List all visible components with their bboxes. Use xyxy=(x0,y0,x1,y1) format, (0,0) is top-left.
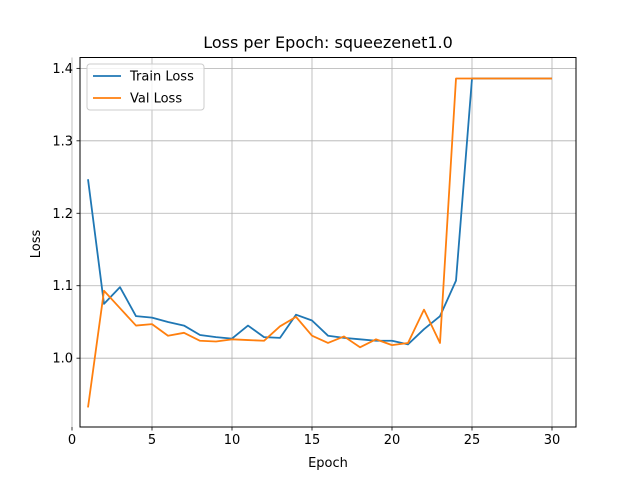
legend: Train Loss Val Loss xyxy=(86,63,205,111)
x-axis-label: Epoch xyxy=(308,456,348,471)
series-line-val-loss xyxy=(87,77,552,408)
legend-label: Train Loss xyxy=(129,70,194,85)
tick-layer: 0 5 10 15 20 25 30 1.0 1.1 1.2 1.3 1.4 xyxy=(52,62,560,448)
y-tick-label: 1.1 xyxy=(52,279,73,294)
x-tick-label: 25 xyxy=(464,433,481,448)
x-tick-label: 15 xyxy=(304,433,321,448)
x-tick-label: 10 xyxy=(224,433,241,448)
y-tick-label: 1.0 xyxy=(52,352,73,367)
y-tick-label: 1.4 xyxy=(52,62,73,77)
y-axis-label: Loss xyxy=(29,230,44,259)
x-tick-label: 30 xyxy=(544,433,561,448)
legend-label: Val Loss xyxy=(130,92,182,107)
y-tick-label: 1.3 xyxy=(52,134,73,149)
x-tick-label: 20 xyxy=(384,433,401,448)
chart-title: Loss per Epoch: squeezenet1.0 xyxy=(203,33,453,52)
x-tick-label: 0 xyxy=(68,433,76,448)
axes-frame xyxy=(79,57,577,428)
x-tick-label: 5 xyxy=(148,433,156,448)
grid-lines xyxy=(71,57,576,427)
y-tick-label: 1.2 xyxy=(52,207,73,222)
series-layer xyxy=(87,77,552,408)
